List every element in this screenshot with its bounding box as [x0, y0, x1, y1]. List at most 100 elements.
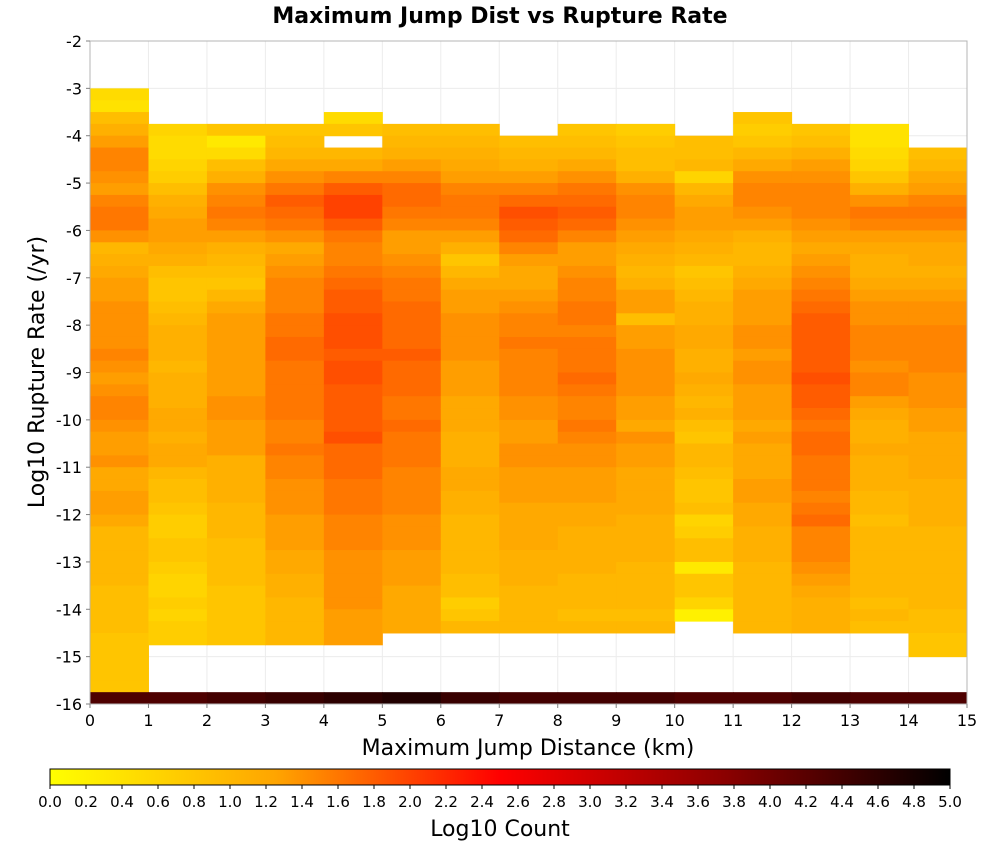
heatmap-cell [90, 147, 149, 160]
heatmap-cell [382, 526, 442, 539]
heatmap-cell [733, 502, 793, 516]
heatmap-cell [791, 621, 851, 634]
heatmap-cell [206, 194, 266, 208]
heatmap-cell [557, 218, 617, 231]
heatmap-cell [440, 336, 500, 350]
heatmap-cell [499, 147, 559, 160]
heatmap-cell [557, 479, 617, 492]
heatmap-cell [148, 230, 208, 243]
x-tick-label: 13 [840, 711, 860, 730]
heatmap-cell [674, 526, 734, 539]
heatmap-cell [148, 301, 208, 314]
colorbar-tick-label: 4.6 [866, 793, 890, 811]
heatmap-cell [148, 502, 208, 516]
heatmap-cell [499, 360, 559, 373]
heatmap-cell [148, 372, 208, 385]
heatmap-cell [440, 455, 500, 468]
heatmap-cell [323, 159, 383, 172]
colorbar-tick-label: 1.0 [218, 793, 242, 811]
heatmap-cell [850, 254, 910, 267]
heatmap-cell [733, 254, 793, 267]
heatmap-cell [90, 632, 149, 646]
heatmap-cell [206, 360, 266, 373]
heatmap-cell [791, 123, 851, 137]
heatmap-cell [499, 325, 559, 338]
heatmap-cell [440, 348, 500, 362]
heatmap-cell [90, 159, 149, 172]
heatmap-cell [850, 479, 910, 492]
y-tick-label: -5 [66, 174, 82, 193]
heatmap-cell [382, 325, 442, 338]
x-tick-label: 12 [781, 711, 801, 730]
heatmap-cell [616, 372, 676, 385]
heatmap-cell [908, 265, 968, 279]
heatmap-cell [323, 538, 383, 551]
heatmap-cell [616, 277, 676, 291]
heatmap-cell [616, 265, 676, 279]
heatmap-cell [90, 194, 149, 208]
heatmap-cell [791, 692, 851, 704]
heatmap-cell [850, 455, 910, 468]
heatmap-cell [791, 419, 851, 433]
y-tick-label: -16 [56, 695, 82, 714]
heatmap-cell [791, 550, 851, 563]
heatmap-cell [499, 502, 559, 516]
heatmap-cell [908, 455, 968, 468]
heatmap-cell [148, 609, 208, 622]
heatmap-cell [616, 147, 676, 160]
heatmap-cell [90, 502, 149, 516]
heatmap-cell [265, 159, 325, 172]
heatmap-cell [557, 254, 617, 267]
heatmap-cell [908, 348, 968, 362]
heatmap-cell [206, 301, 266, 314]
heatmap-cell [791, 171, 851, 184]
heatmap-cell [148, 325, 208, 338]
heatmap-cell [616, 336, 676, 350]
heatmap-cell [557, 289, 617, 302]
heatmap-cell [323, 254, 383, 267]
heatmap-cell [733, 194, 793, 208]
heatmap-cell [206, 313, 266, 326]
heatmap-cell [557, 206, 617, 220]
heatmap-cell [323, 384, 383, 397]
colorbar-tick-label: 0.2 [74, 793, 98, 811]
heatmap-cell [206, 123, 266, 137]
heatmap-cell [90, 265, 149, 279]
heatmap-cell [791, 467, 851, 480]
heatmap-cell [440, 277, 500, 291]
heatmap-cell [557, 621, 617, 634]
heatmap-cell [499, 573, 559, 587]
heatmap-cell [440, 396, 500, 409]
heatmap-cell [90, 372, 149, 385]
heatmap-cell [265, 692, 325, 704]
heatmap-cell [791, 514, 851, 527]
heatmap-cell [148, 443, 208, 456]
heatmap-cell [791, 336, 851, 350]
heatmap-cell [382, 360, 442, 373]
heatmap-cell [440, 301, 500, 314]
heatmap-cell [148, 277, 208, 291]
heatmap-cell [90, 431, 149, 445]
heatmap-cell [440, 159, 500, 172]
heatmap-cell [791, 408, 851, 421]
heatmap-cell [323, 194, 383, 208]
heatmap-cell [148, 123, 208, 137]
heatmap-cell [674, 183, 734, 196]
heatmap-cell [206, 159, 266, 172]
heatmap-cell [382, 609, 442, 622]
heatmap-cell [616, 206, 676, 220]
heatmap-cell [733, 538, 793, 551]
heatmap-cell [323, 526, 383, 539]
heatmap-cell [323, 147, 383, 160]
heatmap-cell [499, 443, 559, 456]
heatmap-cell [908, 384, 968, 397]
heatmap-cell [616, 408, 676, 421]
heatmap-cell [557, 135, 617, 149]
heatmap-cell [733, 396, 793, 409]
heatmap-cell [733, 467, 793, 480]
heatmap-cell [674, 254, 734, 267]
heatmap-cell [265, 277, 325, 291]
heatmap-cell [440, 490, 500, 504]
heatmap-cell [206, 431, 266, 445]
heatmap-cell [850, 609, 910, 622]
